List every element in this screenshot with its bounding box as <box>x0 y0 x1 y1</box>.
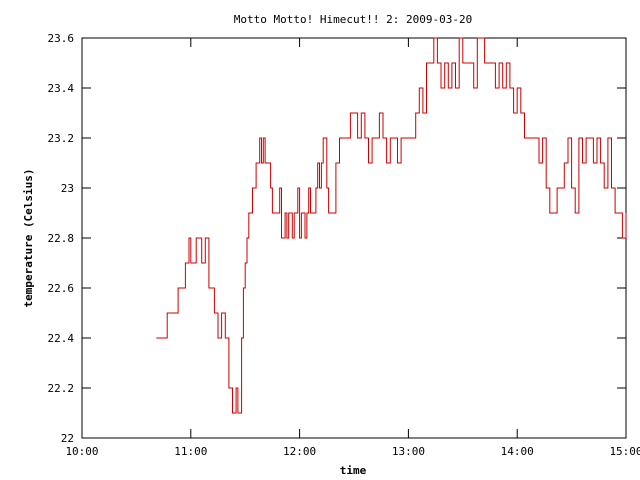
y-tick-label: 23 <box>61 182 74 195</box>
x-tick-label: 12:00 <box>283 445 316 458</box>
y-axis-ticks: 22 22.2 22.4 22.6 22.8 23 23.2 23.4 23.6 <box>48 32 626 445</box>
y-tick-label: 22 <box>61 432 74 445</box>
y-tick-label: 23.6 <box>48 32 75 45</box>
y-tick-label: 23.4 <box>48 82 75 95</box>
y-tick-label: 22.4 <box>48 332 75 345</box>
series-line-0 <box>156 37 627 414</box>
x-tick-label: 15:00 <box>609 445 640 458</box>
x-tick-label: 13:00 <box>392 445 425 458</box>
plot-area-frame <box>81 37 627 439</box>
x-tick-label: 14:00 <box>501 445 534 458</box>
x-axis-ticks: 10:00 11:00 12:00 13:00 14:00 15:00 <box>65 38 640 458</box>
y-tick-label: 22.6 <box>48 282 75 295</box>
y-tick-label: 22.8 <box>48 232 75 245</box>
y-tick-label: 23.2 <box>48 132 75 145</box>
chart-title: Motto Motto! Himecut!! 2: 2009-03-20 <box>234 13 472 26</box>
x-tick-label: 11:00 <box>174 445 207 458</box>
series-layer <box>156 37 627 414</box>
y-axis-label: temperature (Celsius) <box>22 168 35 307</box>
x-axis-label: time <box>340 464 367 477</box>
y-tick-label: 22.2 <box>48 382 75 395</box>
x-tick-label: 10:00 <box>65 445 98 458</box>
